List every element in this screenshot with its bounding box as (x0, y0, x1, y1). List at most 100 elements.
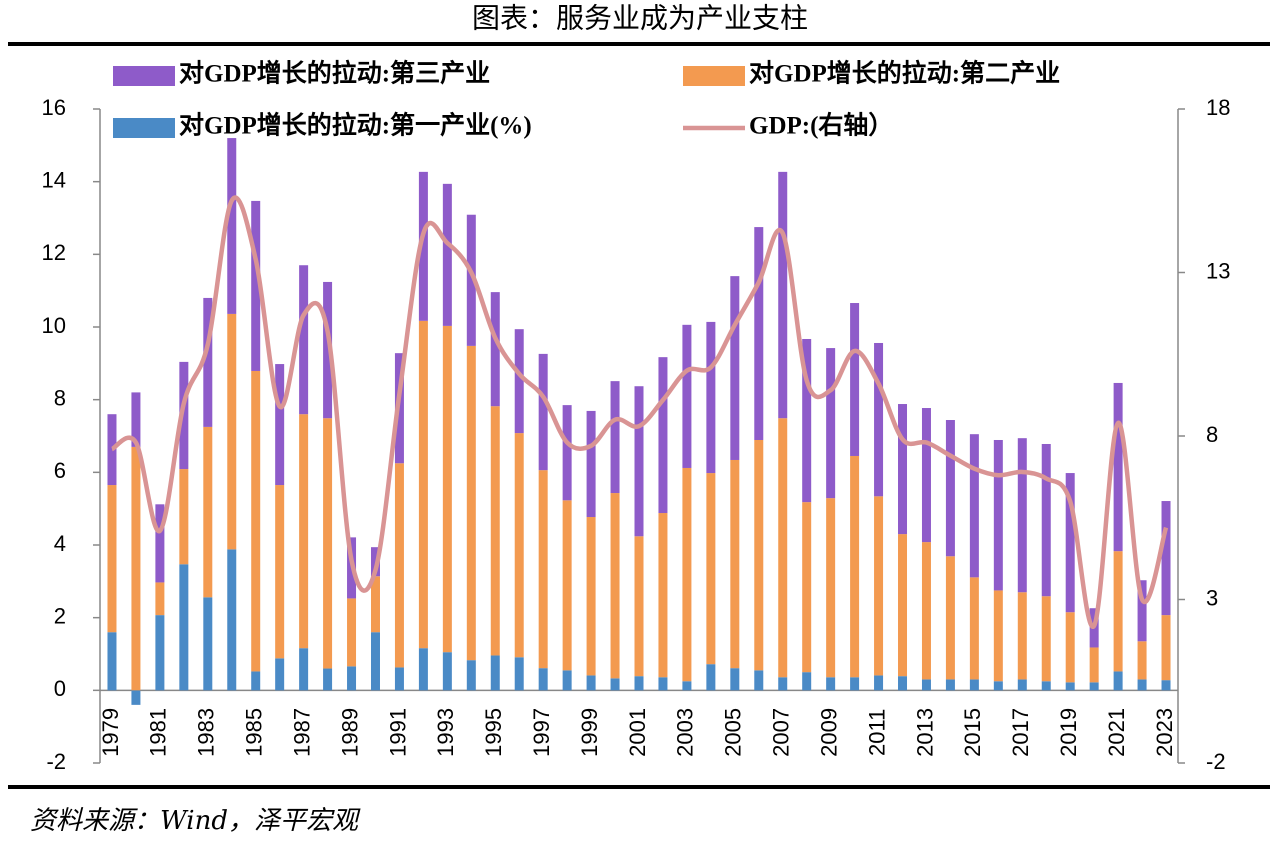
bar-segment (1017, 592, 1027, 680)
x-tick-label: 2017 (1008, 708, 1033, 757)
y-tick-label: 16 (42, 95, 66, 120)
bar-segment (107, 632, 117, 691)
bar-segment (179, 564, 189, 691)
x-tick-label: 1993 (433, 708, 458, 757)
bar-segment (490, 406, 500, 656)
bar-segment (993, 590, 1003, 682)
y-tick-label: 2 (54, 603, 66, 628)
bar-segment (610, 381, 620, 494)
bar-segment (490, 655, 500, 691)
gdp-line (110, 195, 1169, 629)
bar-segment (538, 668, 548, 691)
bar-segment (155, 615, 165, 691)
bar-segment (107, 485, 117, 633)
bar-segment (131, 690, 141, 705)
bar-segment (418, 320, 428, 649)
bar-segment (275, 364, 285, 486)
bar-segment (107, 414, 117, 486)
bar-segment (514, 433, 524, 658)
bar-segment (466, 345, 476, 661)
bar-segment (586, 517, 596, 676)
bar-segment (323, 418, 333, 669)
bar-segment (898, 676, 908, 691)
bar-segment (754, 227, 764, 440)
bar-segment (921, 408, 931, 543)
x-tick-label: 2003 (673, 708, 698, 757)
bar-segment (921, 542, 931, 680)
bar-segment (179, 469, 189, 565)
bar-segment (969, 679, 979, 691)
legend-label: 对GDP增长的拉动:第一产业(%) (179, 111, 532, 140)
bar-segment (826, 677, 836, 691)
bar-segment (610, 493, 620, 679)
legend-swatch (683, 66, 745, 86)
bar-segment (730, 668, 740, 691)
bar-segment (538, 470, 548, 669)
bar-segment (1065, 612, 1075, 683)
source-note: 资料来源：Wind，泽平宏观 (30, 806, 361, 836)
bar-segment (634, 536, 644, 677)
x-tick-label: 2021 (1104, 708, 1129, 757)
bar-segment (945, 679, 955, 691)
bar-segment (826, 348, 836, 499)
bar-segment (299, 265, 309, 415)
x-tick-label: 1989 (337, 708, 362, 757)
bar-segment (610, 678, 620, 691)
bar-segment (203, 297, 213, 427)
bar-segment (562, 500, 572, 671)
bar-segment (850, 455, 860, 678)
x-tick-label: 2013 (912, 708, 937, 757)
bar-segment (802, 672, 812, 691)
bar-segment (1161, 615, 1171, 681)
y-tick-label: 8 (54, 385, 66, 410)
y-tick-label: 14 (42, 167, 66, 192)
bar-segment (466, 660, 476, 691)
bar-segment (658, 513, 668, 678)
x-tick-label: 1983 (194, 708, 219, 757)
bar-segment (418, 171, 428, 321)
bar-segment (945, 556, 955, 680)
y2-tick-label: 13 (1206, 258, 1230, 283)
bar-segment (1065, 473, 1075, 613)
bar-segment (155, 582, 165, 616)
bar-segment (299, 414, 309, 649)
bar-segment (754, 439, 764, 671)
bar-segment (1041, 443, 1051, 597)
bar-segment (562, 670, 572, 691)
bar-segment (275, 485, 285, 659)
bar-segment (1089, 647, 1099, 683)
bar-segment (490, 292, 500, 407)
bar-segment (850, 303, 860, 456)
bar-segment (730, 276, 740, 460)
bar-segment (898, 404, 908, 535)
bar-segment (251, 200, 261, 371)
bar-segment (323, 668, 333, 691)
bar-segment (898, 534, 908, 677)
bar-segment (778, 677, 788, 691)
bar-segment (1161, 501, 1171, 616)
bar-segment (969, 577, 979, 680)
bar-segment (754, 670, 764, 691)
bar-segment (251, 671, 261, 691)
bar-segment (826, 498, 836, 678)
bar-segment (658, 677, 668, 691)
chart-title: 图表：服务业成为产业支柱 (472, 2, 808, 35)
bar-segment (874, 675, 884, 691)
bar-segment (1161, 680, 1171, 691)
bar-segment (969, 434, 979, 578)
bar-segment (993, 439, 1003, 591)
bar-segment (370, 632, 380, 691)
y-tick-label: 10 (42, 313, 66, 338)
bar-segment (1113, 551, 1123, 672)
bar-segment (131, 446, 141, 691)
y-tick-label: 0 (54, 676, 66, 701)
bar-segment (850, 677, 860, 691)
x-tick-label: 2005 (721, 708, 746, 757)
x-tick-label: 1985 (242, 708, 267, 757)
bar-segment (682, 324, 692, 468)
bar-segment (514, 329, 524, 434)
bar-segment (586, 410, 596, 518)
bar-segment (1065, 682, 1075, 691)
bar-segment (1137, 679, 1147, 691)
bar-segment (1113, 671, 1123, 691)
